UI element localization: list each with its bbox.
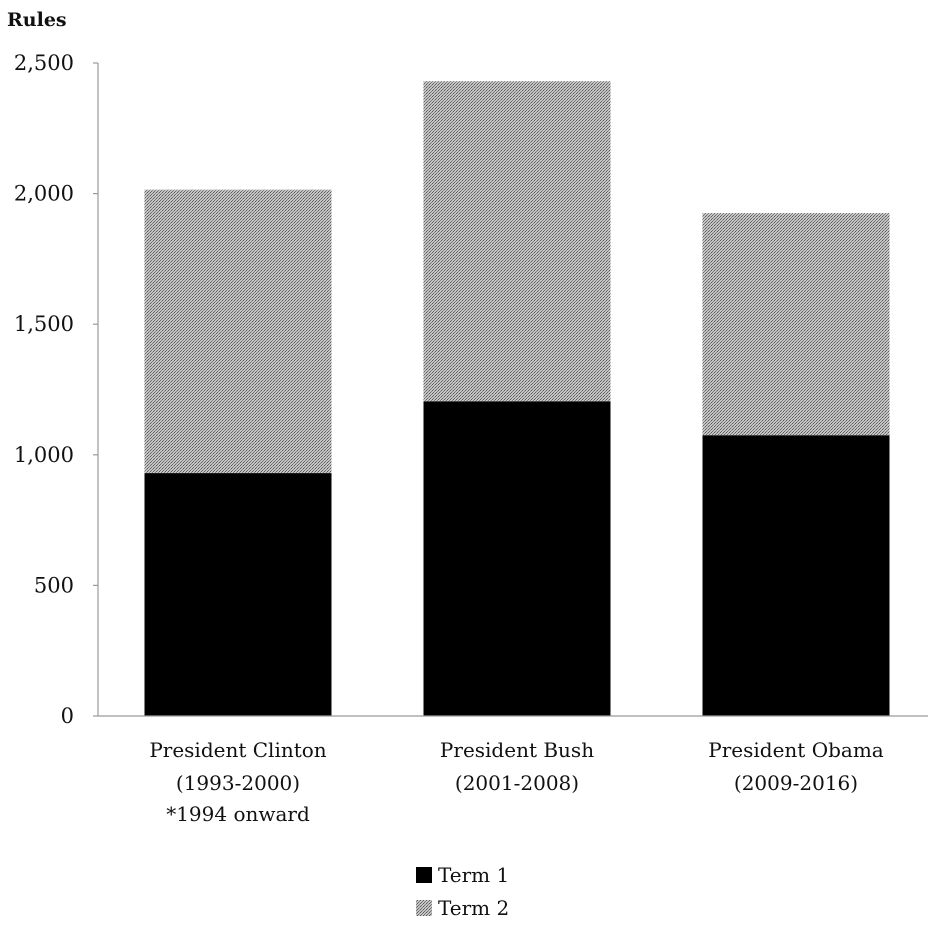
x-category-label: (2001-2008): [455, 771, 579, 795]
bar-president-obama-term-2: [702, 213, 890, 436]
bars-layer: [144, 81, 890, 716]
legend-label-term-1: Term 1: [438, 863, 509, 887]
y-tick-label: 2,500: [14, 51, 74, 75]
legend-swatch-term-1: [416, 867, 432, 883]
legend: Term 1 Term 2: [416, 863, 509, 920]
bar-president-obama-term-1: [702, 435, 890, 716]
bar-president-clinton-term-1: [144, 473, 332, 716]
x-category-label: (1993-2000): [176, 771, 300, 795]
legend-swatch-term-2: [416, 900, 432, 916]
x-category-label: President Obama: [708, 738, 884, 762]
y-tick-label: 1,500: [14, 312, 74, 336]
y-tick-label: 0: [61, 704, 74, 728]
legend-label-term-2: Term 2: [438, 896, 509, 920]
y-tick-label: 1,000: [14, 443, 74, 467]
bar-president-bush-term-2: [423, 81, 611, 402]
bar-president-bush-term-1: [423, 401, 611, 716]
y-axis-title: Rules: [7, 9, 67, 31]
x-category-label: President Clinton: [149, 738, 326, 762]
x-category-label: President Bush: [440, 738, 594, 762]
x-category-label: (2009-2016): [734, 771, 858, 795]
y-tick-label: 2,000: [14, 182, 74, 206]
y-tick-label: 500: [34, 573, 74, 597]
axes-layer: [93, 62, 928, 717]
bar-president-clinton-term-2: [144, 189, 332, 474]
x-category-label: *1994 onward: [166, 802, 310, 826]
labels-layer: 0 500 1,000 1,500 2,000 2,500 Rules President C…: [7, 9, 884, 826]
